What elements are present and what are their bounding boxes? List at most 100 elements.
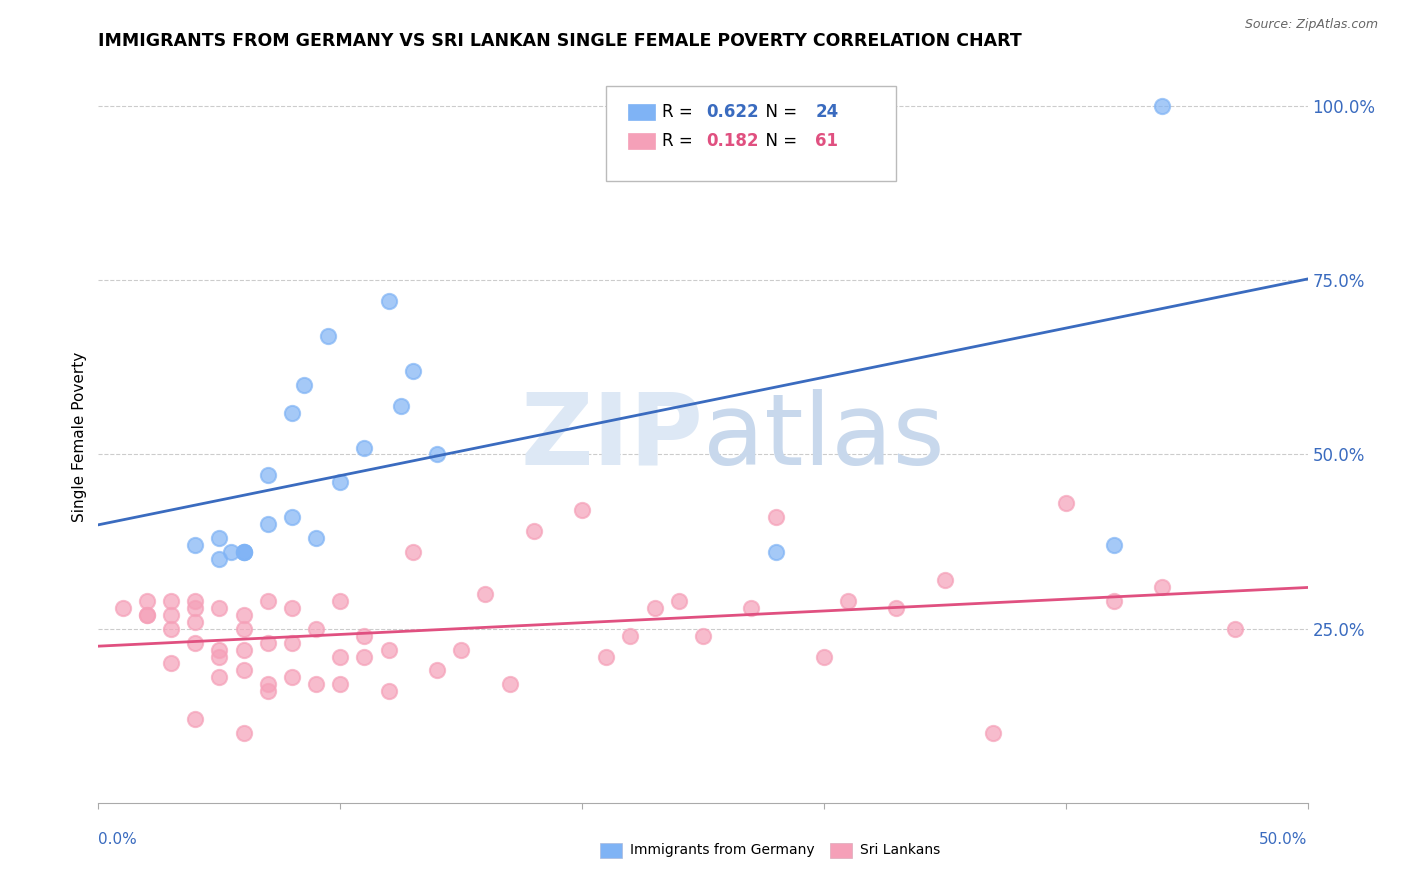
Point [256,677,278,691]
Point [377,294,399,309]
Point [184,635,207,649]
Point [934,573,956,587]
Text: N =: N = [755,103,803,120]
Point [281,635,304,649]
Point [232,545,254,559]
Point [765,510,787,524]
Point [305,677,328,691]
Point [1102,594,1125,608]
Point [232,607,254,622]
Point [353,441,375,455]
Text: 0.622: 0.622 [707,103,759,120]
FancyBboxPatch shape [628,103,655,120]
Point [208,670,231,684]
FancyBboxPatch shape [600,843,621,858]
Point [316,329,339,343]
Point [1102,538,1125,552]
Point [886,600,908,615]
Point [1223,622,1246,636]
Text: Immigrants from Germany: Immigrants from Germany [630,843,815,857]
Point [377,642,399,657]
Point [160,594,183,608]
Point [184,594,207,608]
Point [377,684,399,698]
Text: N =: N = [755,132,803,150]
Point [644,600,666,615]
Text: IMMIGRANTS FROM GERMANY VS SRI LANKAN SINGLE FEMALE POVERTY CORRELATION CHART: IMMIGRANTS FROM GERMANY VS SRI LANKAN SI… [98,32,1022,50]
Point [184,615,207,629]
Point [208,531,231,545]
Point [450,642,472,657]
Point [111,600,134,615]
Point [765,545,787,559]
Point [305,622,328,636]
Point [837,594,859,608]
Point [353,649,375,664]
Point [692,629,714,643]
Point [281,670,304,684]
Point [184,538,207,552]
Point [232,642,254,657]
Point [232,545,254,559]
Point [329,594,352,608]
Text: ZIP: ZIP [520,389,703,485]
Point [135,607,157,622]
Point [208,649,231,664]
Point [232,622,254,636]
Point [256,468,278,483]
Point [813,649,835,664]
FancyBboxPatch shape [830,843,852,858]
Point [281,510,304,524]
FancyBboxPatch shape [606,86,897,181]
Point [523,524,546,538]
Text: R =: R = [662,132,697,150]
FancyBboxPatch shape [628,133,655,149]
Point [208,600,231,615]
Point [256,594,278,608]
Point [498,677,520,691]
Point [329,677,352,691]
Text: atlas: atlas [703,389,945,485]
Point [160,607,183,622]
Point [402,545,425,559]
Point [619,629,641,643]
Point [1054,496,1077,510]
Point [329,475,352,490]
Point [184,712,207,726]
Point [232,664,254,678]
Point [426,664,449,678]
Point [981,726,1004,740]
Point [184,600,207,615]
Point [305,531,328,545]
Point [135,594,157,608]
Point [668,594,690,608]
Text: 24: 24 [815,103,839,120]
Point [281,406,304,420]
Point [1152,99,1174,113]
Text: 50.0%: 50.0% [1260,832,1308,847]
Point [256,635,278,649]
Point [232,726,254,740]
Text: 0.182: 0.182 [707,132,759,150]
Point [160,622,183,636]
Point [135,607,157,622]
Point [571,503,593,517]
Point [208,552,231,566]
Text: Sri Lankans: Sri Lankans [860,843,941,857]
Point [474,587,496,601]
Point [329,649,352,664]
Point [232,545,254,559]
Point [402,364,425,378]
Point [208,642,231,657]
Y-axis label: Single Female Poverty: Single Female Poverty [72,352,87,522]
Point [389,399,412,413]
Point [1152,580,1174,594]
Point [740,600,762,615]
Text: 0.0%: 0.0% [98,832,138,847]
Point [353,629,375,643]
Point [221,545,243,559]
Point [281,600,304,615]
Point [292,377,315,392]
Text: Source: ZipAtlas.com: Source: ZipAtlas.com [1244,18,1378,31]
Text: 61: 61 [815,132,838,150]
